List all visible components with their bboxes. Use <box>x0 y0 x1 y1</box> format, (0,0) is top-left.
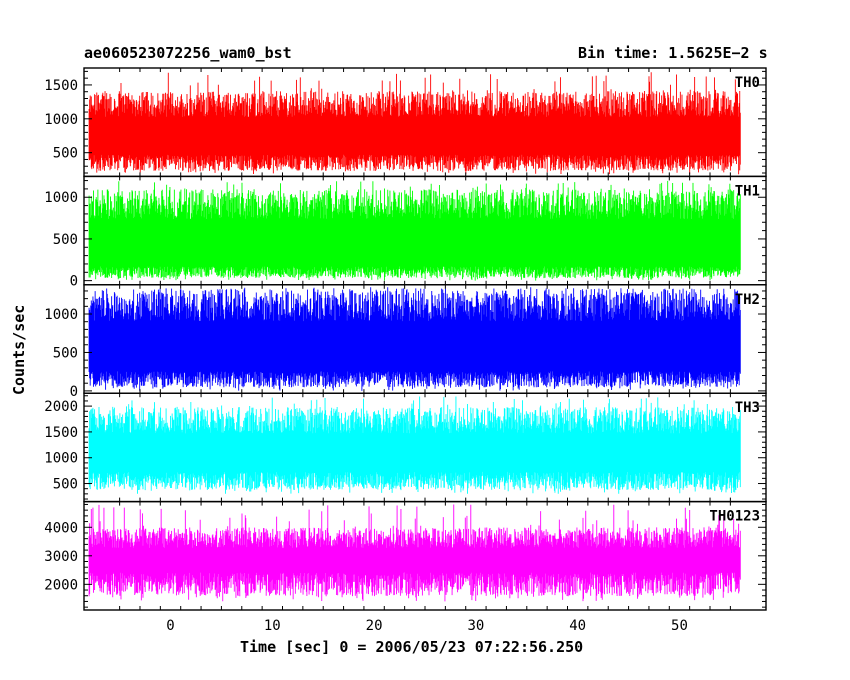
panel-label-th0123: TH0123 <box>709 509 760 525</box>
series-th1-line <box>88 180 741 281</box>
series-th2-line <box>88 287 741 391</box>
x-tick-label: 30 <box>467 618 484 634</box>
y-tick-label: 2000 <box>44 399 78 415</box>
bin-time-label: Bin time: 1.5625E−2 s <box>578 44 768 62</box>
panel-label-th3: TH3 <box>735 400 760 416</box>
y-axis-label: Counts/sec <box>10 304 28 395</box>
x-tick-label: 50 <box>671 618 688 634</box>
x-tick-label: 20 <box>366 618 383 634</box>
series-th0123-line <box>88 504 741 602</box>
y-tick-label: 2000 <box>44 577 78 593</box>
panel-th3: 500 1000 1500 2000 TH3 <box>44 392 767 503</box>
x-tick-label: 10 <box>264 618 281 634</box>
panel-th1: 0 500 1000 TH1 <box>44 175 767 290</box>
panel-label-th1: TH1 <box>735 183 760 199</box>
y-tick-label: 1000 <box>44 451 78 467</box>
y-tick-label: 500 <box>53 477 78 493</box>
panel-label-th0: TH0 <box>735 75 760 91</box>
y-tick-label: 1000 <box>44 112 78 128</box>
y-tick-label: 1000 <box>44 307 78 323</box>
y-tick-label: 1500 <box>44 78 78 94</box>
x-axis-label: Time [sec] 0 = 2006/05/23 07:22:56.250 <box>240 638 584 656</box>
plot-title: ae060523072256_wam0_bst <box>84 44 292 62</box>
y-tick-label: 1000 <box>44 190 78 206</box>
x-tick-label: 0 <box>166 618 174 634</box>
panel-label-th2: TH2 <box>735 292 760 308</box>
y-tick-label: 0 <box>70 384 78 400</box>
y-tick-label: 500 <box>53 345 78 361</box>
panel-th0123: 2000 3000 4000 TH0123 <box>44 500 767 611</box>
x-tick-label: 40 <box>569 618 586 634</box>
y-tick-label: 4000 <box>44 520 78 536</box>
y-tick-label: 1500 <box>44 425 78 441</box>
y-tick-label: 500 <box>53 232 78 248</box>
y-tick-label: 0 <box>70 274 78 290</box>
panel-th0: 500 1000 1500 TH0 <box>44 67 767 178</box>
y-tick-label: 3000 <box>44 549 78 565</box>
series-th3-line <box>88 396 741 494</box>
y-tick-label: 500 <box>53 146 78 162</box>
series-th0-line <box>88 72 741 175</box>
panel-th2: 0 500 1000 TH2 <box>44 284 767 400</box>
